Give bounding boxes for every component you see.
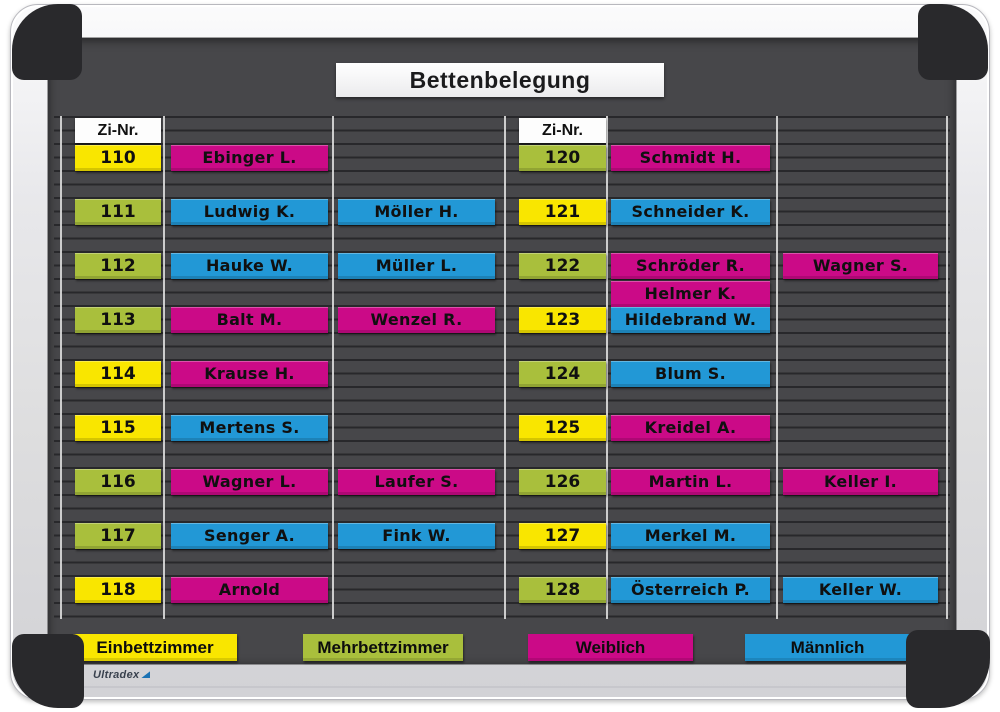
room-number-header-right: Zi-Nr.: [519, 118, 606, 143]
patient-card[interactable]: Balt M.: [171, 307, 328, 333]
legend-card: Weiblich: [528, 634, 693, 661]
room-number-card[interactable]: 112: [75, 253, 161, 279]
patient-card[interactable]: Blum S.: [611, 361, 770, 387]
patient-card[interactable]: Laufer S.: [338, 469, 495, 495]
column-divider-line: [606, 116, 608, 619]
patient-card[interactable]: Keller W.: [783, 577, 938, 603]
room-number-card[interactable]: 110: [75, 145, 161, 171]
column-divider-line: [776, 116, 778, 619]
room-number-card[interactable]: 113: [75, 307, 161, 333]
room-number-card[interactable]: 124: [519, 361, 606, 387]
patient-card[interactable]: Schröder R.: [611, 253, 770, 279]
patient-card[interactable]: Kreidel A.: [611, 415, 770, 441]
column-divider-line: [60, 116, 62, 619]
patient-card[interactable]: Möller H.: [338, 199, 495, 225]
brand-logo: Ultradex: [93, 669, 151, 681]
room-number-card[interactable]: 118: [75, 577, 161, 603]
patient-card[interactable]: Wagner L.: [171, 469, 328, 495]
room-number-card[interactable]: 115: [75, 415, 161, 441]
room-number-header-left: Zi-Nr.: [75, 118, 161, 143]
patient-card[interactable]: Wenzel R.: [338, 307, 495, 333]
room-number-card[interactable]: 122: [519, 253, 606, 279]
patient-card[interactable]: Schmidt H.: [611, 145, 770, 171]
patient-card[interactable]: Schneider K.: [611, 199, 770, 225]
room-number-card[interactable]: 111: [75, 199, 161, 225]
patient-card[interactable]: Müller L.: [338, 253, 495, 279]
room-number-card[interactable]: 121: [519, 199, 606, 225]
patient-card[interactable]: Wagner S.: [783, 253, 938, 279]
column-divider-line: [504, 116, 506, 619]
brand-flag-icon: [141, 671, 151, 678]
patient-card[interactable]: Ebinger L.: [171, 145, 328, 171]
frame-groove: [44, 686, 956, 688]
room-number-card[interactable]: 125: [519, 415, 606, 441]
patient-card[interactable]: Ludwig K.: [171, 199, 328, 225]
room-number-card[interactable]: 127: [519, 523, 606, 549]
legend-card: Männlich: [745, 634, 910, 661]
brand-logo-text: Ultradex: [93, 669, 140, 681]
room-number-card[interactable]: 117: [75, 523, 161, 549]
board-title: Bettenbelegung: [336, 63, 664, 97]
column-divider-line: [946, 116, 948, 619]
patient-card[interactable]: Österreich P.: [611, 577, 770, 603]
patient-card[interactable]: Arnold: [171, 577, 328, 603]
patient-card[interactable]: Helmer K.: [611, 281, 770, 307]
legend-card: Mehrbettzimmer: [303, 634, 463, 661]
patient-card[interactable]: Martin L.: [611, 469, 770, 495]
patient-card[interactable]: Keller I.: [783, 469, 938, 495]
room-number-card[interactable]: 114: [75, 361, 161, 387]
room-number-card[interactable]: 128: [519, 577, 606, 603]
room-number-card[interactable]: 116: [75, 469, 161, 495]
patient-card[interactable]: Merkel M.: [611, 523, 770, 549]
room-number-card[interactable]: 120: [519, 145, 606, 171]
column-divider-line: [332, 116, 334, 619]
patient-card[interactable]: Krause H.: [171, 361, 328, 387]
patient-card[interactable]: Mertens S.: [171, 415, 328, 441]
patient-card[interactable]: Hauke W.: [171, 253, 328, 279]
legend-card: Einbettzimmer: [73, 634, 237, 661]
room-number-card[interactable]: 123: [519, 307, 606, 333]
patient-card[interactable]: Senger A.: [171, 523, 328, 549]
patient-card[interactable]: Fink W.: [338, 523, 495, 549]
column-divider-line: [163, 116, 165, 619]
patient-card[interactable]: Hildebrand W.: [611, 307, 770, 333]
room-number-card[interactable]: 126: [519, 469, 606, 495]
